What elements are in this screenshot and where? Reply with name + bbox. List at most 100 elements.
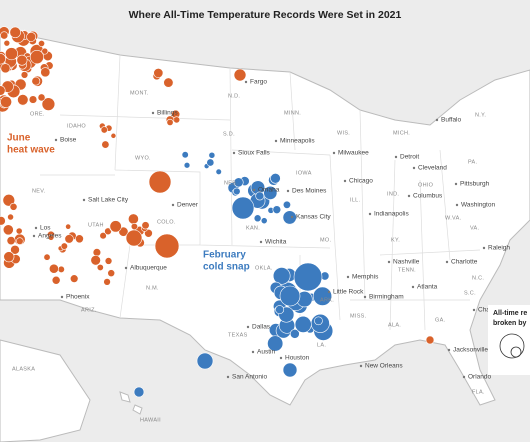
record-marker xyxy=(6,236,16,246)
city-label: Buffalo xyxy=(441,117,462,124)
city-label: Angeles xyxy=(38,233,62,240)
city-dot xyxy=(232,151,236,155)
city-dot xyxy=(454,182,458,186)
state-label: N.C. xyxy=(472,275,484,281)
record-marker xyxy=(51,275,61,285)
record-marker xyxy=(31,76,41,86)
record-marker xyxy=(260,217,268,225)
city-label: Wichita xyxy=(265,239,287,246)
record-marker xyxy=(163,77,174,88)
record-marker xyxy=(208,151,216,159)
record-marker xyxy=(0,95,12,108)
city-label: Orlando xyxy=(468,374,492,381)
record-marker xyxy=(153,68,164,79)
city-dot xyxy=(363,295,367,299)
state-label: N.M. xyxy=(146,285,159,291)
city-dot xyxy=(290,215,294,219)
record-marker xyxy=(270,173,281,184)
record-marker xyxy=(154,233,180,259)
city-label: Los xyxy=(40,225,51,232)
record-marker xyxy=(17,94,29,106)
city-label: New Orleans xyxy=(365,363,403,370)
city-dot xyxy=(435,118,439,122)
record-marker xyxy=(40,67,51,78)
city-label: Chicago xyxy=(349,178,373,185)
record-marker xyxy=(47,234,55,241)
record-marker xyxy=(2,194,16,207)
record-marker xyxy=(3,251,15,263)
record-marker xyxy=(48,263,59,274)
state-label: VA. xyxy=(470,225,480,231)
labels: Billings Boise Salt Lake City Denver Albuque… xyxy=(12,79,510,424)
record-marker xyxy=(43,253,51,261)
city-dot xyxy=(226,375,230,379)
city-label: Omaha xyxy=(258,187,280,194)
state-label: UTAH xyxy=(88,222,104,228)
city-dot xyxy=(472,308,476,312)
record-marker xyxy=(96,263,104,271)
city-dot xyxy=(359,364,363,368)
record-marker xyxy=(279,285,301,307)
record-marker xyxy=(16,54,28,66)
record-marker xyxy=(125,229,143,247)
state-label: COLO. xyxy=(157,219,176,225)
state-label: IOWA xyxy=(296,170,312,176)
city-dot xyxy=(244,80,248,84)
city-dot xyxy=(462,375,466,379)
state-label: ILL. xyxy=(350,197,361,203)
record-marker xyxy=(38,40,45,47)
city-dot xyxy=(274,139,278,143)
alaska-land xyxy=(0,339,91,442)
record-marker xyxy=(65,223,72,230)
record-marker xyxy=(130,222,138,231)
record-marker xyxy=(196,352,214,370)
state-label: KAN. xyxy=(246,225,260,231)
record-marker xyxy=(107,269,116,277)
city-label: Jacksonville xyxy=(453,347,488,354)
city-label: Minneapolis xyxy=(280,138,315,145)
state-label: TEXAS xyxy=(228,332,248,338)
record-marker xyxy=(3,39,11,47)
city-dot xyxy=(259,240,263,244)
city-dot xyxy=(482,246,486,250)
record-marker xyxy=(127,213,139,225)
city-label: Des Moines xyxy=(292,188,327,195)
city-label: Little Rock xyxy=(333,289,364,296)
city-dot xyxy=(447,348,451,352)
state-label: NEV. xyxy=(32,188,46,194)
state-label: S.D. xyxy=(223,131,235,137)
state-label: KY. xyxy=(391,237,400,243)
record-marker xyxy=(57,265,65,273)
city-label: Denver xyxy=(177,202,199,209)
state-label: LA. xyxy=(317,342,326,348)
record-marker xyxy=(231,196,255,220)
record-marker xyxy=(103,278,111,286)
record-marker xyxy=(0,216,6,226)
record-marker xyxy=(41,97,56,111)
city-dot xyxy=(412,166,416,170)
city-dot xyxy=(82,198,86,202)
state-label: WIS. xyxy=(337,130,350,136)
record-marker xyxy=(29,50,44,65)
city-label: San Antonio xyxy=(232,374,267,381)
city-dot xyxy=(387,260,391,264)
record-marker xyxy=(148,170,172,194)
record-marker xyxy=(133,386,145,398)
state-label: N.Y. xyxy=(475,112,486,118)
state-label: TENN. xyxy=(398,267,416,273)
record-marker xyxy=(233,177,244,188)
record-marker xyxy=(99,232,107,240)
city-dot xyxy=(124,266,128,270)
record-marker xyxy=(92,248,102,257)
city-dot xyxy=(54,138,58,142)
city-label: Nashville xyxy=(393,259,420,266)
legend-box xyxy=(488,305,530,375)
legend-text: All-time re xyxy=(493,310,527,317)
city-dot xyxy=(445,260,449,264)
record-marker xyxy=(2,224,14,236)
state-label: NEB. xyxy=(224,180,238,186)
record-marker xyxy=(0,31,9,40)
city-label: Houston xyxy=(285,355,310,362)
record-marker xyxy=(118,226,129,237)
